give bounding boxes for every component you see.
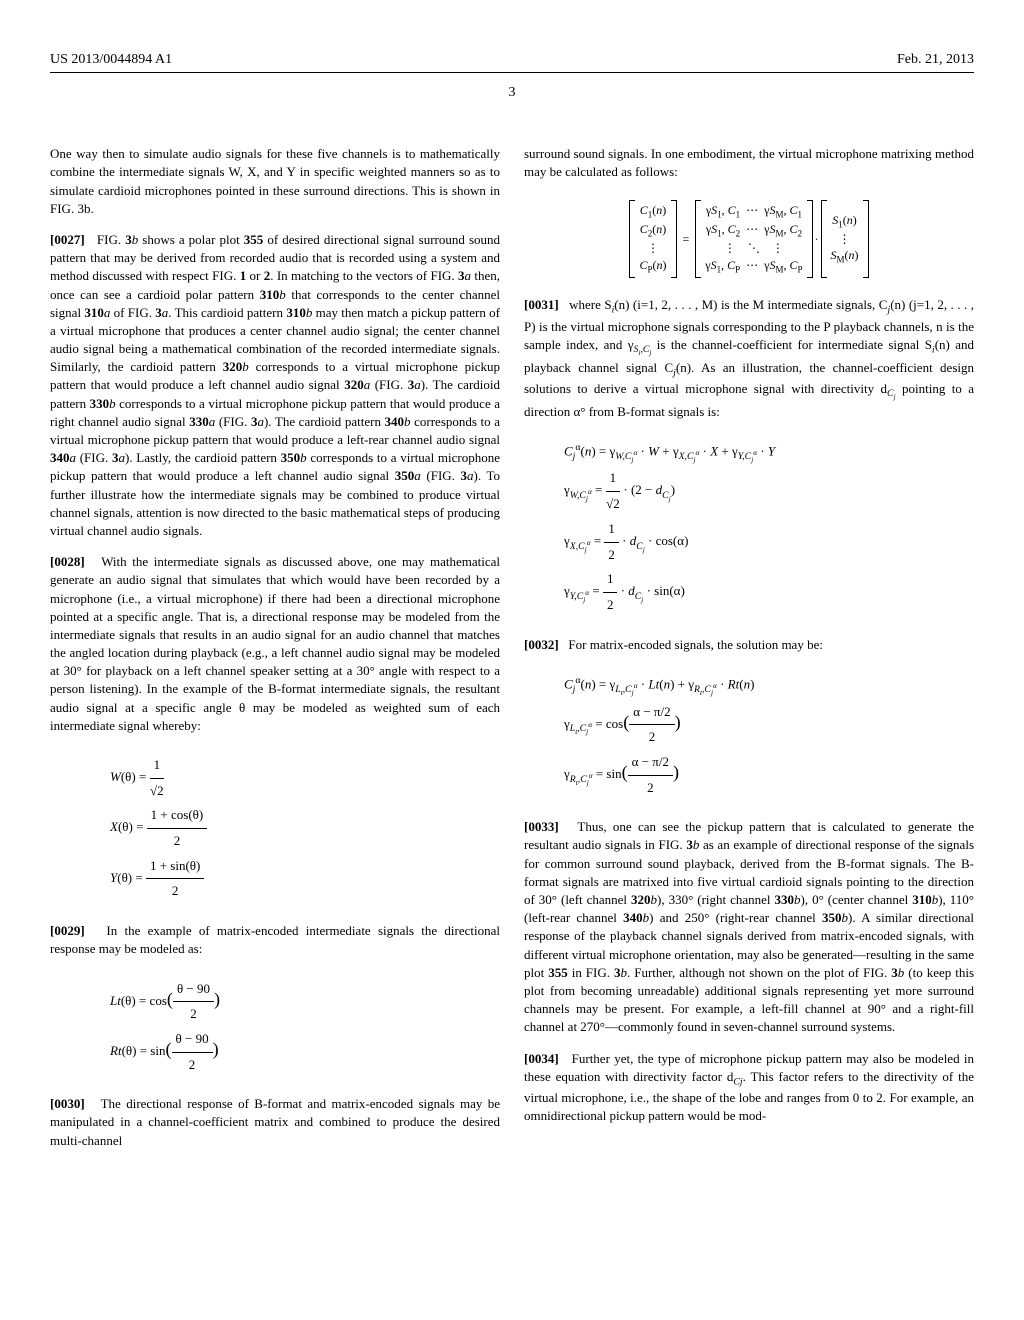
para-number: [0028]: [50, 554, 85, 569]
eq-gamma-w: γW,Cjα = 1√2 · (2 − dCj): [564, 466, 974, 516]
paragraph-0034: [0034] Further yet, the type of micropho…: [524, 1050, 974, 1126]
para-text: where Si(n) (i=1, 2, . . . , M) is the M…: [524, 297, 974, 418]
eq-gamma-rt: γRt,Cjα = sin(α − π/22): [564, 750, 974, 800]
paragraph-0031: [0031] where Si(n) (i=1, 2, . . . , M) i…: [524, 296, 974, 420]
equation-block-2: Lt(θ) = cos(θ − 902) Rt(θ) = sin(θ − 902…: [110, 977, 500, 1078]
para-number: [0033]: [524, 819, 559, 834]
content-columns: One way then to simulate audio signals f…: [50, 132, 974, 1163]
para-text: The directional response of B-format and…: [50, 1096, 500, 1147]
eq-lt: Lt(θ) = cos(θ − 902): [110, 977, 500, 1027]
para-number: [0031]: [524, 297, 559, 312]
eq-gamma-x: γX,Cjα = 12 · dCj · cos(α): [564, 517, 974, 567]
eq-x: X(θ) = 1 + cos(θ)2: [110, 803, 500, 853]
para-number: [0032]: [524, 637, 559, 652]
matrix-equation: C1(n) C2(n) ⋮ CP(n) = γS1, C1 ⋯ γSM, C1 …: [524, 200, 974, 279]
para-text: Thus, one can see the pickup pattern tha…: [524, 819, 974, 1034]
para-text: For matrix-encoded signals, the solution…: [568, 637, 823, 652]
eq-cj: Cjα(n) = γW,Cjα · W + γX,Cjα · X + γY,Cj…: [564, 439, 974, 467]
para-text: FIG. 3b shows a polar plot 355 of desire…: [50, 232, 500, 538]
para-text: In the example of matrix-encoded interme…: [50, 923, 500, 956]
left-column: One way then to simulate audio signals f…: [50, 132, 500, 1163]
publication-date: Feb. 21, 2013: [897, 50, 974, 70]
paragraph-0028: [0028] With the intermediate signals as …: [50, 553, 500, 735]
paragraph-0030: [0030] The directional response of B-for…: [50, 1095, 500, 1150]
eq-gamma-y: γY,Cjα = 12 · dCj · sin(α): [564, 567, 974, 617]
para-number: [0034]: [524, 1051, 559, 1066]
paragraph-0032: [0032] For matrix-encoded signals, the s…: [524, 636, 974, 654]
eq-cj2: Cjα(n) = γLt,Cjα · Lt(n) + γRt,Cjα · Rt(…: [564, 672, 974, 700]
paragraph-0029: [0029] In the example of matrix-encoded …: [50, 922, 500, 958]
paragraph-0033: [0033] Thus, one can see the pickup patt…: [524, 818, 974, 1036]
eq-gamma-lt: γLt,Cjα = cos(α − π/22): [564, 700, 974, 750]
equation-block-3: Cjα(n) = γW,Cjα · W + γX,Cjα · X + γY,Cj…: [564, 439, 974, 618]
page-number: 3: [50, 83, 974, 103]
publication-id: US 2013/0044894 A1: [50, 50, 172, 70]
equation-block-1: W(θ) = 1√2 X(θ) = 1 + cos(θ)2 Y(θ) = 1 +…: [110, 753, 500, 904]
eq-rt: Rt(θ) = sin(θ − 902): [110, 1027, 500, 1077]
eq-y: Y(θ) = 1 + sin(θ)2: [110, 854, 500, 904]
paragraph-top: surround sound signals. In one embodimen…: [524, 145, 974, 181]
eq-w: W(θ) = 1√2: [110, 753, 500, 803]
para-text: Further yet, the type of microphone pick…: [524, 1051, 974, 1124]
paragraph-0027: [0027] FIG. 3b shows a polar plot 355 of…: [50, 231, 500, 540]
para-number: [0029]: [50, 923, 85, 938]
para-number: [0030]: [50, 1096, 85, 1111]
para-text: With the intermediate signals as discuss…: [50, 554, 500, 733]
para-number: [0027]: [50, 232, 85, 247]
equation-block-4: Cjα(n) = γLt,Cjα · Lt(n) + γRt,Cjα · Rt(…: [564, 672, 974, 801]
right-column: surround sound signals. In one embodimen…: [524, 132, 974, 1163]
intro-paragraph: One way then to simulate audio signals f…: [50, 145, 500, 218]
page-header: US 2013/0044894 A1 Feb. 21, 2013: [50, 50, 974, 73]
